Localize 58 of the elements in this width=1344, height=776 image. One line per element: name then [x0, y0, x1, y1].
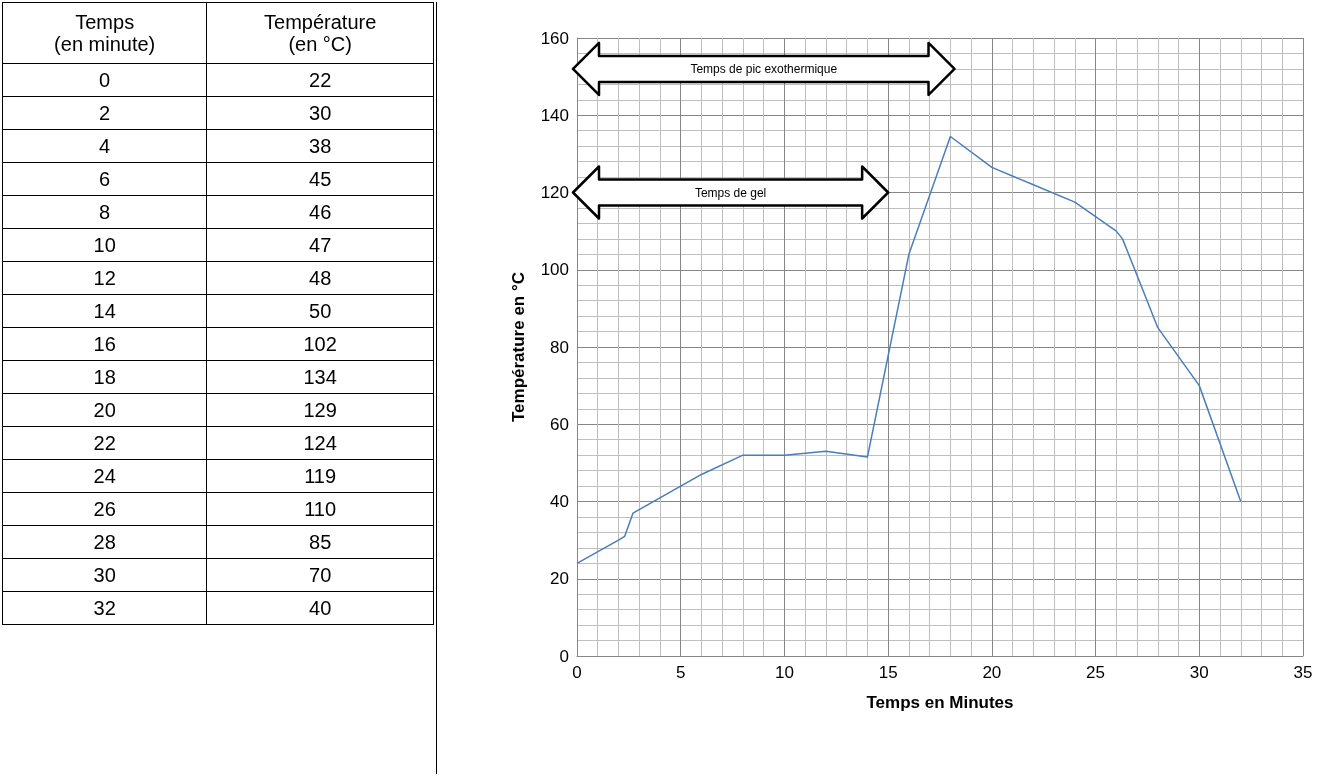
y-tick-label: 20 [550, 569, 569, 589]
data-label: 70 [206, 558, 434, 592]
y-tick-label: 12 [2, 261, 207, 295]
x-tick-label: 10 [774, 663, 794, 682]
y-tick-label: 100 [540, 260, 569, 280]
y-tick-label: 30 [2, 558, 207, 592]
y-tick-label: 160 [540, 28, 569, 48]
y-tick-label: 22 [2, 426, 207, 460]
annotation: Temps de pic exothermique [690, 61, 838, 76]
y-tick-label: 2 [2, 96, 207, 130]
x-tick-label: 0 [572, 663, 582, 682]
data-label: 47 [206, 228, 434, 262]
y-tick-label: 32 [2, 591, 207, 625]
x-tick-label: Température (en °C) [206, 2, 434, 64]
annotation: Temps de gel [694, 185, 767, 200]
y-tick-label: 26 [2, 492, 207, 526]
data-label: 119 [206, 459, 434, 493]
y-tick-label: 40 [550, 492, 569, 511]
y-tick-label: 0 [2, 63, 207, 97]
data-label: 46 [206, 195, 434, 229]
data-label: 38 [206, 129, 434, 163]
y-tick-label: 140 [540, 105, 569, 125]
data-label: 129 [206, 393, 434, 427]
y-tick-label: 8 [2, 195, 207, 229]
data-label: 110 [206, 492, 434, 526]
line-series [576, 135, 1242, 565]
y-tick-label: 120 [540, 183, 569, 202]
data-label: 22 [206, 63, 434, 97]
data-label: 45 [206, 162, 434, 196]
x-axis-title: Temps en Minutes [866, 693, 1014, 712]
data-label: 48 [206, 261, 434, 295]
y-tick-label: 24 [2, 459, 207, 493]
y-tick-label: 10 [2, 228, 207, 262]
x-tick-label: 15 [878, 663, 898, 682]
y-tick-label: 16 [2, 327, 207, 361]
x-tick-label: 5 [675, 663, 686, 682]
y-tick-label: 14 [2, 294, 207, 328]
data-label: 50 [206, 294, 434, 328]
y-tick-label: 28 [2, 525, 207, 559]
data-label: 30 [206, 96, 434, 130]
x-tick-label: 25 [1086, 663, 1106, 682]
y-tick-label: 0 [559, 646, 569, 666]
y-tick-label: 80 [550, 337, 569, 357]
y-tick-label: 4 [2, 129, 207, 163]
y-tick-label: 18 [2, 360, 207, 394]
x-tick-label: 20 [982, 663, 1002, 682]
y-tick-label: 20 [2, 393, 207, 427]
data-label: 85 [206, 525, 434, 559]
data-label: 102 [206, 327, 434, 361]
x-tick-label: 30 [1189, 663, 1209, 682]
y-axis-title: Température en °C [509, 271, 528, 423]
data-label: 124 [206, 426, 434, 460]
y-tick-label: 60 [550, 414, 569, 434]
y-tick-label: 6 [2, 162, 207, 196]
data-label: 40 [206, 591, 434, 625]
y-axis-title: Temps (en minute) [2, 2, 207, 64]
data-label: 134 [206, 360, 434, 394]
x-tick-label: 35 [1293, 663, 1313, 682]
